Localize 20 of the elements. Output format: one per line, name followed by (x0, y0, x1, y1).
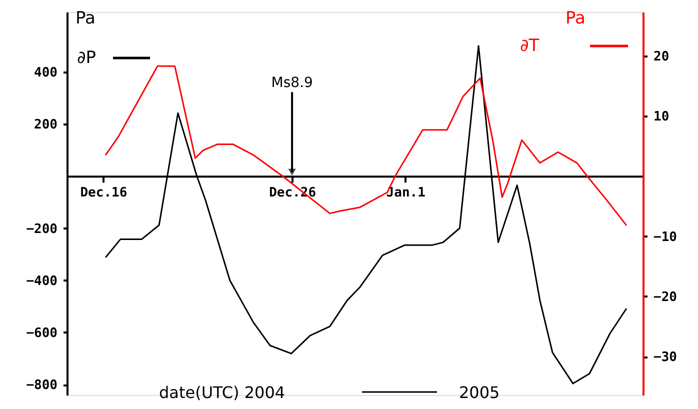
y-tick-label: −600 (26, 326, 58, 341)
x-axis-title: date(UTC) 2004 (159, 383, 286, 402)
y2-tick-label: 20 (654, 49, 670, 64)
legend-label: ∂P (77, 48, 96, 68)
y2-tick-label: −30 (654, 350, 678, 366)
x-tick-label: Jan.1 (386, 186, 426, 201)
y-tick-label: 400 (34, 65, 58, 80)
y-tick-label: −400 (26, 274, 58, 289)
y-tick-label: 200 (34, 118, 58, 133)
y2-axis-title: Pa (566, 8, 586, 28)
y-tick-label: −800 (26, 378, 58, 394)
y2-tick-label: −10 (654, 230, 678, 245)
y-axis-title: Pa (76, 8, 96, 28)
annotation: Ms8.9 (271, 75, 313, 92)
y2-tick-label: −20 (654, 290, 678, 305)
y-tick-label: −200 (26, 222, 58, 237)
annotation: 2005 (459, 383, 500, 402)
x-tick-label: Dec.16 (80, 186, 128, 201)
y2-tick-label: 10 (654, 110, 670, 125)
text: ∂T (520, 36, 540, 56)
